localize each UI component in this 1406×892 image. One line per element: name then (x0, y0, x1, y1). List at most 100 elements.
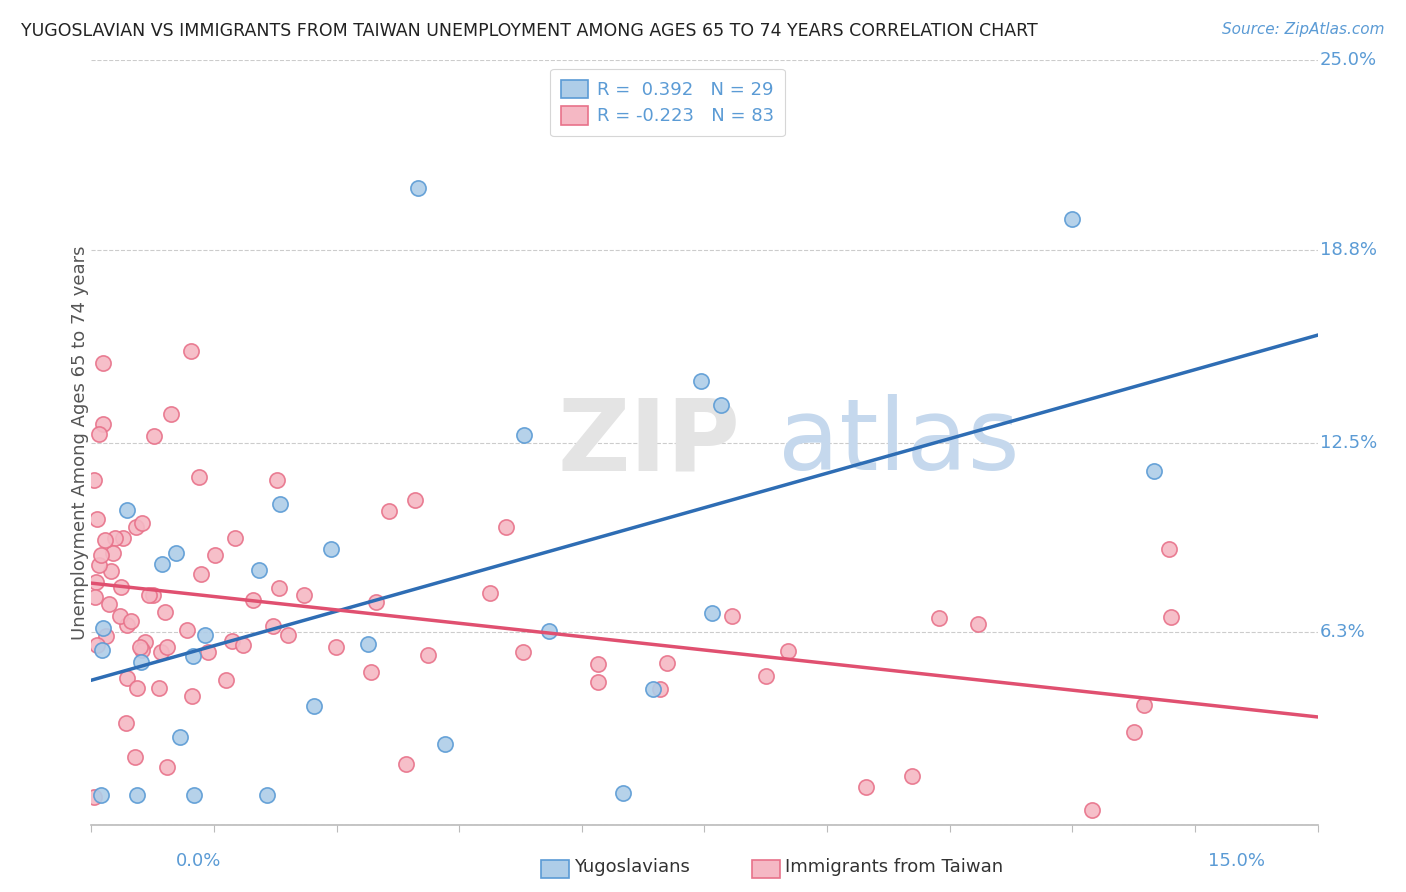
Point (204, 548, 226, 562)
Point (183, 788, 205, 802)
Point (1081, 803, 1104, 817)
Text: 12.5%: 12.5% (1320, 434, 1378, 451)
Point (138, 588, 160, 602)
Point (169, 730, 191, 744)
Point (655, 656, 678, 670)
Text: 18.8%: 18.8% (1320, 241, 1376, 259)
Point (512, 644, 534, 658)
Point (247, 563, 270, 577)
Point (90, 788, 112, 802)
Point (110, 580, 132, 594)
Point (156, 759, 179, 773)
Point (433, 737, 456, 751)
Point (103, 531, 125, 545)
Point (755, 669, 778, 683)
Point (256, 788, 278, 802)
Point (215, 673, 238, 687)
Point (377, 504, 399, 518)
Text: atlas: atlas (778, 394, 1019, 491)
Point (1133, 698, 1156, 712)
Point (100, 564, 122, 578)
Point (83, 473, 105, 487)
Point (395, 756, 418, 771)
Point (86, 638, 108, 652)
Point (83, 789, 105, 804)
Point (142, 588, 165, 602)
Point (115, 716, 138, 731)
Point (84, 590, 107, 604)
Point (418, 648, 440, 662)
Point (495, 519, 517, 533)
Point (115, 617, 138, 632)
Point (967, 616, 990, 631)
Point (103, 546, 125, 560)
Text: YUGOSLAVIAN VS IMMIGRANTS FROM TAIWAN UNEMPLOYMENT AMONG AGES 65 TO 74 YEARS COR: YUGOSLAVIAN VS IMMIGRANTS FROM TAIWAN UN… (21, 22, 1038, 40)
Point (360, 665, 382, 679)
Point (190, 567, 212, 582)
Point (277, 628, 299, 642)
Point (176, 623, 198, 637)
Text: 6.3%: 6.3% (1320, 624, 1365, 641)
Text: Source: ZipAtlas.com: Source: ZipAtlas.com (1222, 22, 1385, 37)
Point (262, 618, 284, 632)
Point (115, 503, 138, 517)
Point (612, 786, 634, 800)
Point (242, 592, 264, 607)
Point (364, 595, 387, 609)
Point (1123, 725, 1146, 739)
Point (129, 640, 152, 654)
Text: Yugoslavians: Yugoslavians (574, 858, 689, 876)
Point (648, 682, 671, 697)
Point (700, 606, 723, 620)
Point (108, 608, 131, 623)
Text: 0.0%: 0.0% (176, 852, 221, 870)
Point (302, 698, 325, 713)
Point (269, 497, 291, 511)
Point (1062, 211, 1084, 226)
Point (90, 548, 112, 562)
Point (586, 657, 609, 671)
Point (156, 640, 179, 655)
Point (689, 374, 711, 388)
Point (91, 356, 114, 370)
Point (194, 628, 217, 642)
Point (325, 640, 347, 654)
Point (776, 644, 799, 658)
Point (900, 768, 922, 782)
Point (292, 588, 315, 602)
Point (187, 469, 209, 483)
Text: ZIP: ZIP (557, 394, 740, 491)
Point (131, 516, 153, 530)
Point (150, 557, 173, 571)
Point (1157, 541, 1180, 556)
Point (269, 581, 291, 595)
Point (84, 574, 107, 589)
Point (131, 643, 153, 657)
Point (148, 681, 170, 696)
Point (91, 621, 114, 635)
Text: Immigrants from Taiwan: Immigrants from Taiwan (785, 858, 1002, 876)
Point (357, 637, 380, 651)
Point (94, 533, 117, 547)
Point (143, 429, 166, 443)
Point (124, 750, 146, 764)
Point (111, 531, 134, 545)
Point (710, 398, 733, 412)
Point (266, 474, 288, 488)
Point (89, 426, 111, 441)
Point (221, 633, 243, 648)
Point (120, 614, 142, 628)
Point (127, 788, 149, 802)
Point (165, 546, 187, 560)
Point (855, 780, 877, 794)
Point (404, 492, 426, 507)
Point (125, 520, 148, 534)
Point (180, 343, 202, 358)
Point (408, 181, 430, 195)
Point (197, 645, 219, 659)
Legend: R =  0.392   N = 29, R = -0.223   N = 83: R = 0.392 N = 29, R = -0.223 N = 83 (550, 69, 785, 136)
Point (91, 643, 114, 657)
Text: 25.0%: 25.0% (1320, 51, 1376, 69)
Point (134, 635, 156, 649)
Point (127, 681, 149, 695)
